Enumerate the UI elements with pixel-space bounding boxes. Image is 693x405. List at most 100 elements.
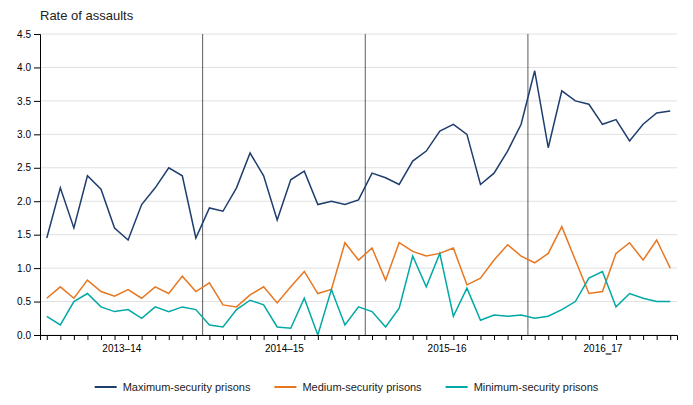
legend-item: Minimum-security prisons bbox=[446, 381, 599, 393]
x-tick-mark bbox=[128, 335, 129, 340]
x-tick bbox=[386, 335, 387, 340]
x-tick bbox=[87, 335, 88, 340]
x-tick bbox=[196, 335, 197, 340]
x-tick bbox=[562, 335, 563, 340]
y-tick-label: 0.5 bbox=[17, 296, 31, 307]
x-tick bbox=[359, 335, 360, 340]
x-tick-mark bbox=[331, 335, 332, 340]
y-tick: 0.0 bbox=[17, 330, 40, 341]
series-line bbox=[47, 253, 670, 335]
x-tick bbox=[602, 335, 603, 340]
x-tick-mark bbox=[223, 335, 224, 340]
x-tick-mark bbox=[508, 335, 509, 340]
y-tick-label: 1.0 bbox=[17, 263, 31, 274]
legend-item: Maximum-security prisons bbox=[95, 381, 251, 393]
y-tick-mark bbox=[34, 134, 40, 135]
grid-line bbox=[40, 67, 677, 68]
y-tick: 1.0 bbox=[17, 263, 40, 274]
legend-swatch bbox=[446, 386, 468, 388]
group-divider bbox=[527, 34, 528, 335]
x-tick-mark bbox=[155, 335, 156, 340]
x-tick-mark bbox=[264, 335, 265, 340]
x-tick bbox=[508, 335, 509, 340]
x-tick bbox=[142, 335, 143, 340]
x-tick-label: 2013–14 bbox=[102, 343, 141, 354]
x-tick bbox=[277, 335, 278, 340]
x-tick bbox=[399, 335, 400, 340]
legend-label: Medium-security prisons bbox=[302, 381, 422, 393]
x-tick-mark bbox=[47, 335, 48, 340]
x-tick-mark bbox=[440, 335, 441, 340]
x-tick-label: 2015–16 bbox=[428, 343, 467, 354]
x-tick bbox=[494, 335, 495, 340]
x-tick bbox=[480, 335, 481, 340]
x-tick-mark bbox=[237, 335, 238, 340]
x-tick-mark bbox=[399, 335, 400, 340]
grid bbox=[40, 34, 677, 335]
chart: 0.00.51.01.52.02.53.03.54.04.52013–14201… bbox=[0, 0, 693, 405]
x-tick bbox=[670, 335, 671, 340]
x-tick-mark bbox=[115, 335, 116, 340]
x-tick-mark bbox=[521, 335, 522, 340]
x-tick bbox=[237, 335, 238, 340]
x-tick-mark bbox=[548, 335, 549, 340]
x-tick-mark bbox=[318, 335, 319, 340]
y-tick: 4.0 bbox=[17, 62, 40, 73]
grid-line bbox=[40, 100, 677, 101]
x-tick: 2016‗17 bbox=[535, 335, 623, 355]
x-tick-mark bbox=[196, 335, 197, 340]
x-tick-mark bbox=[657, 335, 658, 340]
x-tick-mark bbox=[480, 335, 481, 340]
grid-line bbox=[40, 134, 677, 135]
x-tick bbox=[440, 335, 441, 340]
y-tick: 1.5 bbox=[17, 229, 40, 240]
y-tick: 4.5 bbox=[17, 29, 40, 40]
x-tick-mark bbox=[535, 335, 536, 340]
x-tick-mark bbox=[670, 335, 671, 340]
x-tick bbox=[331, 335, 332, 340]
x-tick-mark bbox=[209, 335, 210, 340]
x-tick-mark bbox=[494, 335, 495, 340]
x-tick bbox=[182, 335, 183, 340]
x-tick bbox=[264, 335, 265, 340]
y-tick-mark bbox=[34, 168, 40, 169]
y-tick: 0.5 bbox=[17, 296, 40, 307]
y-tick-mark bbox=[34, 235, 40, 236]
x-tick-mark bbox=[589, 335, 590, 340]
x-tick bbox=[521, 335, 522, 340]
x-tick-mark bbox=[630, 335, 631, 340]
x-tick-mark bbox=[643, 335, 644, 340]
x-tick bbox=[155, 335, 156, 340]
x-tick bbox=[115, 335, 116, 340]
y-tick-label: 2.0 bbox=[17, 196, 31, 207]
x-tick-mark bbox=[142, 335, 143, 340]
x-tick bbox=[101, 335, 102, 340]
y-tick-label: 3.5 bbox=[17, 96, 31, 107]
x-tick-mark bbox=[386, 335, 387, 340]
x-tick bbox=[318, 335, 319, 340]
x-tick bbox=[426, 335, 427, 340]
x-tick bbox=[128, 335, 129, 340]
x-tick bbox=[223, 335, 224, 340]
y-tick-mark bbox=[34, 34, 40, 35]
y-tick-label: 4.5 bbox=[17, 29, 31, 40]
x-tick-mark bbox=[250, 335, 251, 340]
x-tick bbox=[453, 335, 454, 340]
grid-line bbox=[40, 201, 677, 202]
y-tick-mark bbox=[34, 335, 40, 336]
y-axis-line bbox=[34, 35, 41, 336]
y-tick-label: 1.5 bbox=[17, 229, 31, 240]
y-tick: 2.5 bbox=[17, 162, 40, 173]
grid-line bbox=[40, 234, 677, 235]
x-tick bbox=[291, 335, 292, 340]
grid-line bbox=[40, 301, 677, 302]
x-tick-mark bbox=[345, 335, 346, 340]
group-dividers bbox=[203, 34, 528, 335]
x-tick-mark bbox=[182, 335, 183, 340]
y-tick-mark bbox=[34, 201, 40, 202]
grid-line bbox=[40, 167, 677, 168]
y-axis: 0.00.51.01.52.02.53.03.54.04.5 bbox=[17, 29, 40, 341]
x-tick bbox=[413, 335, 414, 340]
x-tick bbox=[643, 335, 644, 340]
legend-item: Medium-security prisons bbox=[274, 381, 422, 393]
